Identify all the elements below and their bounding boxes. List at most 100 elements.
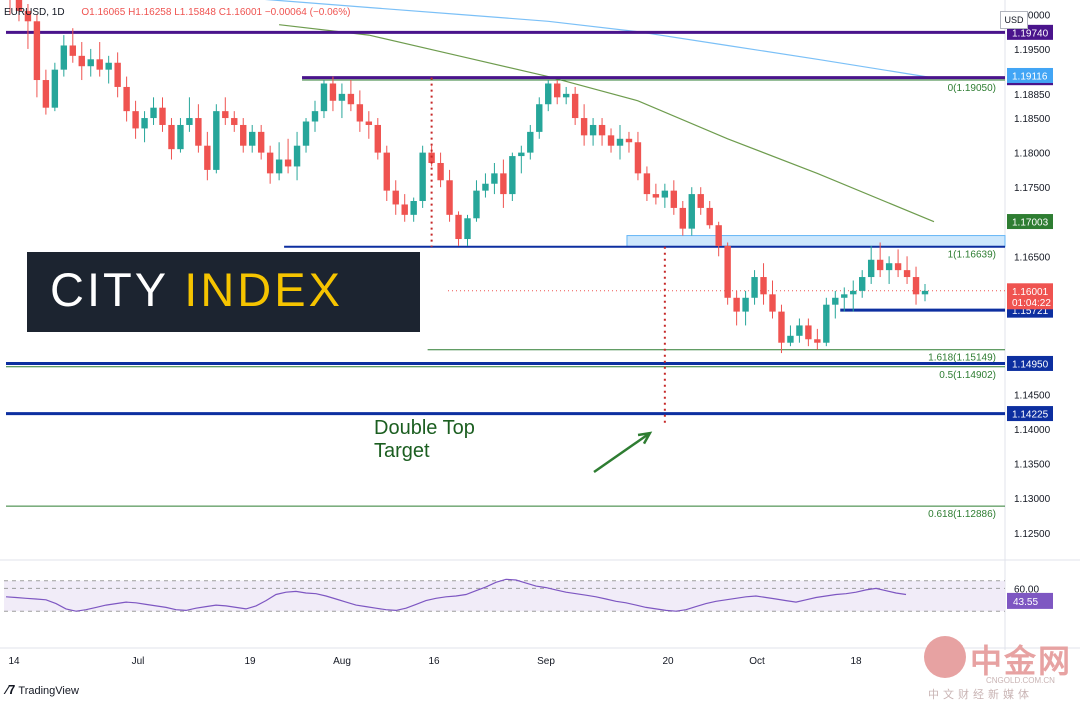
candle-body	[616, 138, 624, 146]
candle	[554, 80, 561, 105]
candle-body	[724, 245, 731, 298]
candle	[320, 80, 328, 119]
price-badge-label: 1.16001	[1012, 287, 1049, 298]
candle-body	[69, 45, 76, 56]
candle-body	[903, 270, 911, 278]
candle-body	[491, 173, 498, 184]
candle-body	[186, 118, 193, 125]
tradingview-label: TradingView	[18, 685, 79, 697]
price-badge-label: 1.19116	[1012, 71, 1048, 82]
annotation-line-2: Target	[374, 440, 430, 462]
candle	[482, 173, 489, 198]
candle	[814, 328, 821, 350]
watermark-en: CNGOLD.COM.CN	[986, 676, 1055, 685]
fib-label: 0(1.19050)	[948, 83, 996, 94]
moving-averages	[264, 0, 935, 223]
price-tick-label: 1.17500	[1014, 183, 1051, 194]
candle	[643, 166, 651, 202]
price-badge	[1007, 283, 1053, 310]
candle	[15, 0, 23, 22]
ohlc-readout: O1.16065 H1.16258 L1.15848 C1.16001 −0.0…	[81, 7, 351, 18]
candle	[240, 118, 247, 153]
rsi-band	[4, 580, 1005, 612]
candle-body	[867, 259, 875, 278]
currency-badge[interactable]: USD	[1000, 11, 1028, 29]
candle-body	[545, 83, 552, 105]
candle-body	[96, 59, 103, 70]
candle	[571, 86, 579, 125]
candle	[545, 80, 552, 112]
candle-body	[105, 62, 112, 70]
price-badge	[1007, 214, 1053, 230]
candle	[832, 290, 839, 319]
candle	[392, 180, 399, 215]
candle-body	[652, 194, 660, 198]
candle	[751, 270, 758, 305]
candle	[589, 118, 597, 146]
candle	[850, 280, 857, 312]
price-tick-label: 1.19500	[1014, 45, 1051, 56]
ma-line-blue	[264, 0, 935, 79]
candle-body	[598, 124, 606, 136]
candle	[679, 201, 686, 236]
candle-body	[796, 325, 803, 336]
symbol-name[interactable]: EURUSD, 1D	[4, 7, 65, 18]
candle	[96, 42, 103, 77]
candle-body	[589, 124, 597, 136]
candle-body	[697, 194, 704, 208]
candle	[347, 80, 355, 112]
candle-body	[921, 290, 929, 295]
candle-body	[195, 118, 202, 146]
candle	[715, 221, 722, 257]
candle	[859, 270, 866, 298]
candle	[455, 211, 462, 246]
candle-body	[778, 311, 785, 343]
rsi-pane: 60.00 43.55	[4, 578, 1053, 612]
candle	[688, 187, 695, 236]
candle-body	[150, 107, 157, 119]
candle-body	[554, 83, 561, 98]
candle-body	[500, 173, 507, 195]
candle-body	[383, 152, 390, 191]
candle	[661, 183, 669, 208]
candle	[437, 152, 444, 188]
candle	[652, 183, 660, 205]
price-grid	[0, 0, 1080, 650]
candle-body	[832, 297, 839, 305]
candle	[231, 111, 238, 132]
candle	[222, 97, 229, 125]
tradingview-logo[interactable]: ⁄7 TradingView	[6, 682, 79, 697]
candle-body	[805, 325, 812, 340]
candle	[446, 169, 453, 222]
candle	[787, 325, 794, 347]
candle-body	[78, 55, 85, 67]
candle-body	[518, 152, 525, 157]
candle-body	[15, 0, 23, 11]
candle	[51, 62, 59, 112]
candle	[141, 111, 148, 143]
candle-body	[769, 294, 776, 312]
price-tick-label: 1.14500	[1014, 391, 1051, 402]
candle	[536, 97, 543, 139]
candle-body	[302, 121, 310, 146]
candle-body	[733, 297, 740, 312]
candle	[912, 266, 920, 305]
candle	[464, 214, 471, 246]
candle	[275, 142, 283, 181]
price-badge	[1007, 355, 1053, 371]
candle-body	[625, 138, 633, 143]
candle	[383, 145, 390, 202]
candle	[69, 28, 76, 63]
candle	[733, 290, 740, 326]
price-tick-label: 1.13500	[1014, 460, 1051, 471]
candle	[159, 97, 166, 132]
time-tick-label: Aug	[333, 656, 351, 667]
candle-body	[428, 152, 435, 163]
candle	[9, 0, 11, 15]
candle-body	[760, 277, 767, 295]
candle-body	[177, 124, 184, 150]
candle	[670, 180, 678, 215]
candle-body	[841, 294, 848, 298]
